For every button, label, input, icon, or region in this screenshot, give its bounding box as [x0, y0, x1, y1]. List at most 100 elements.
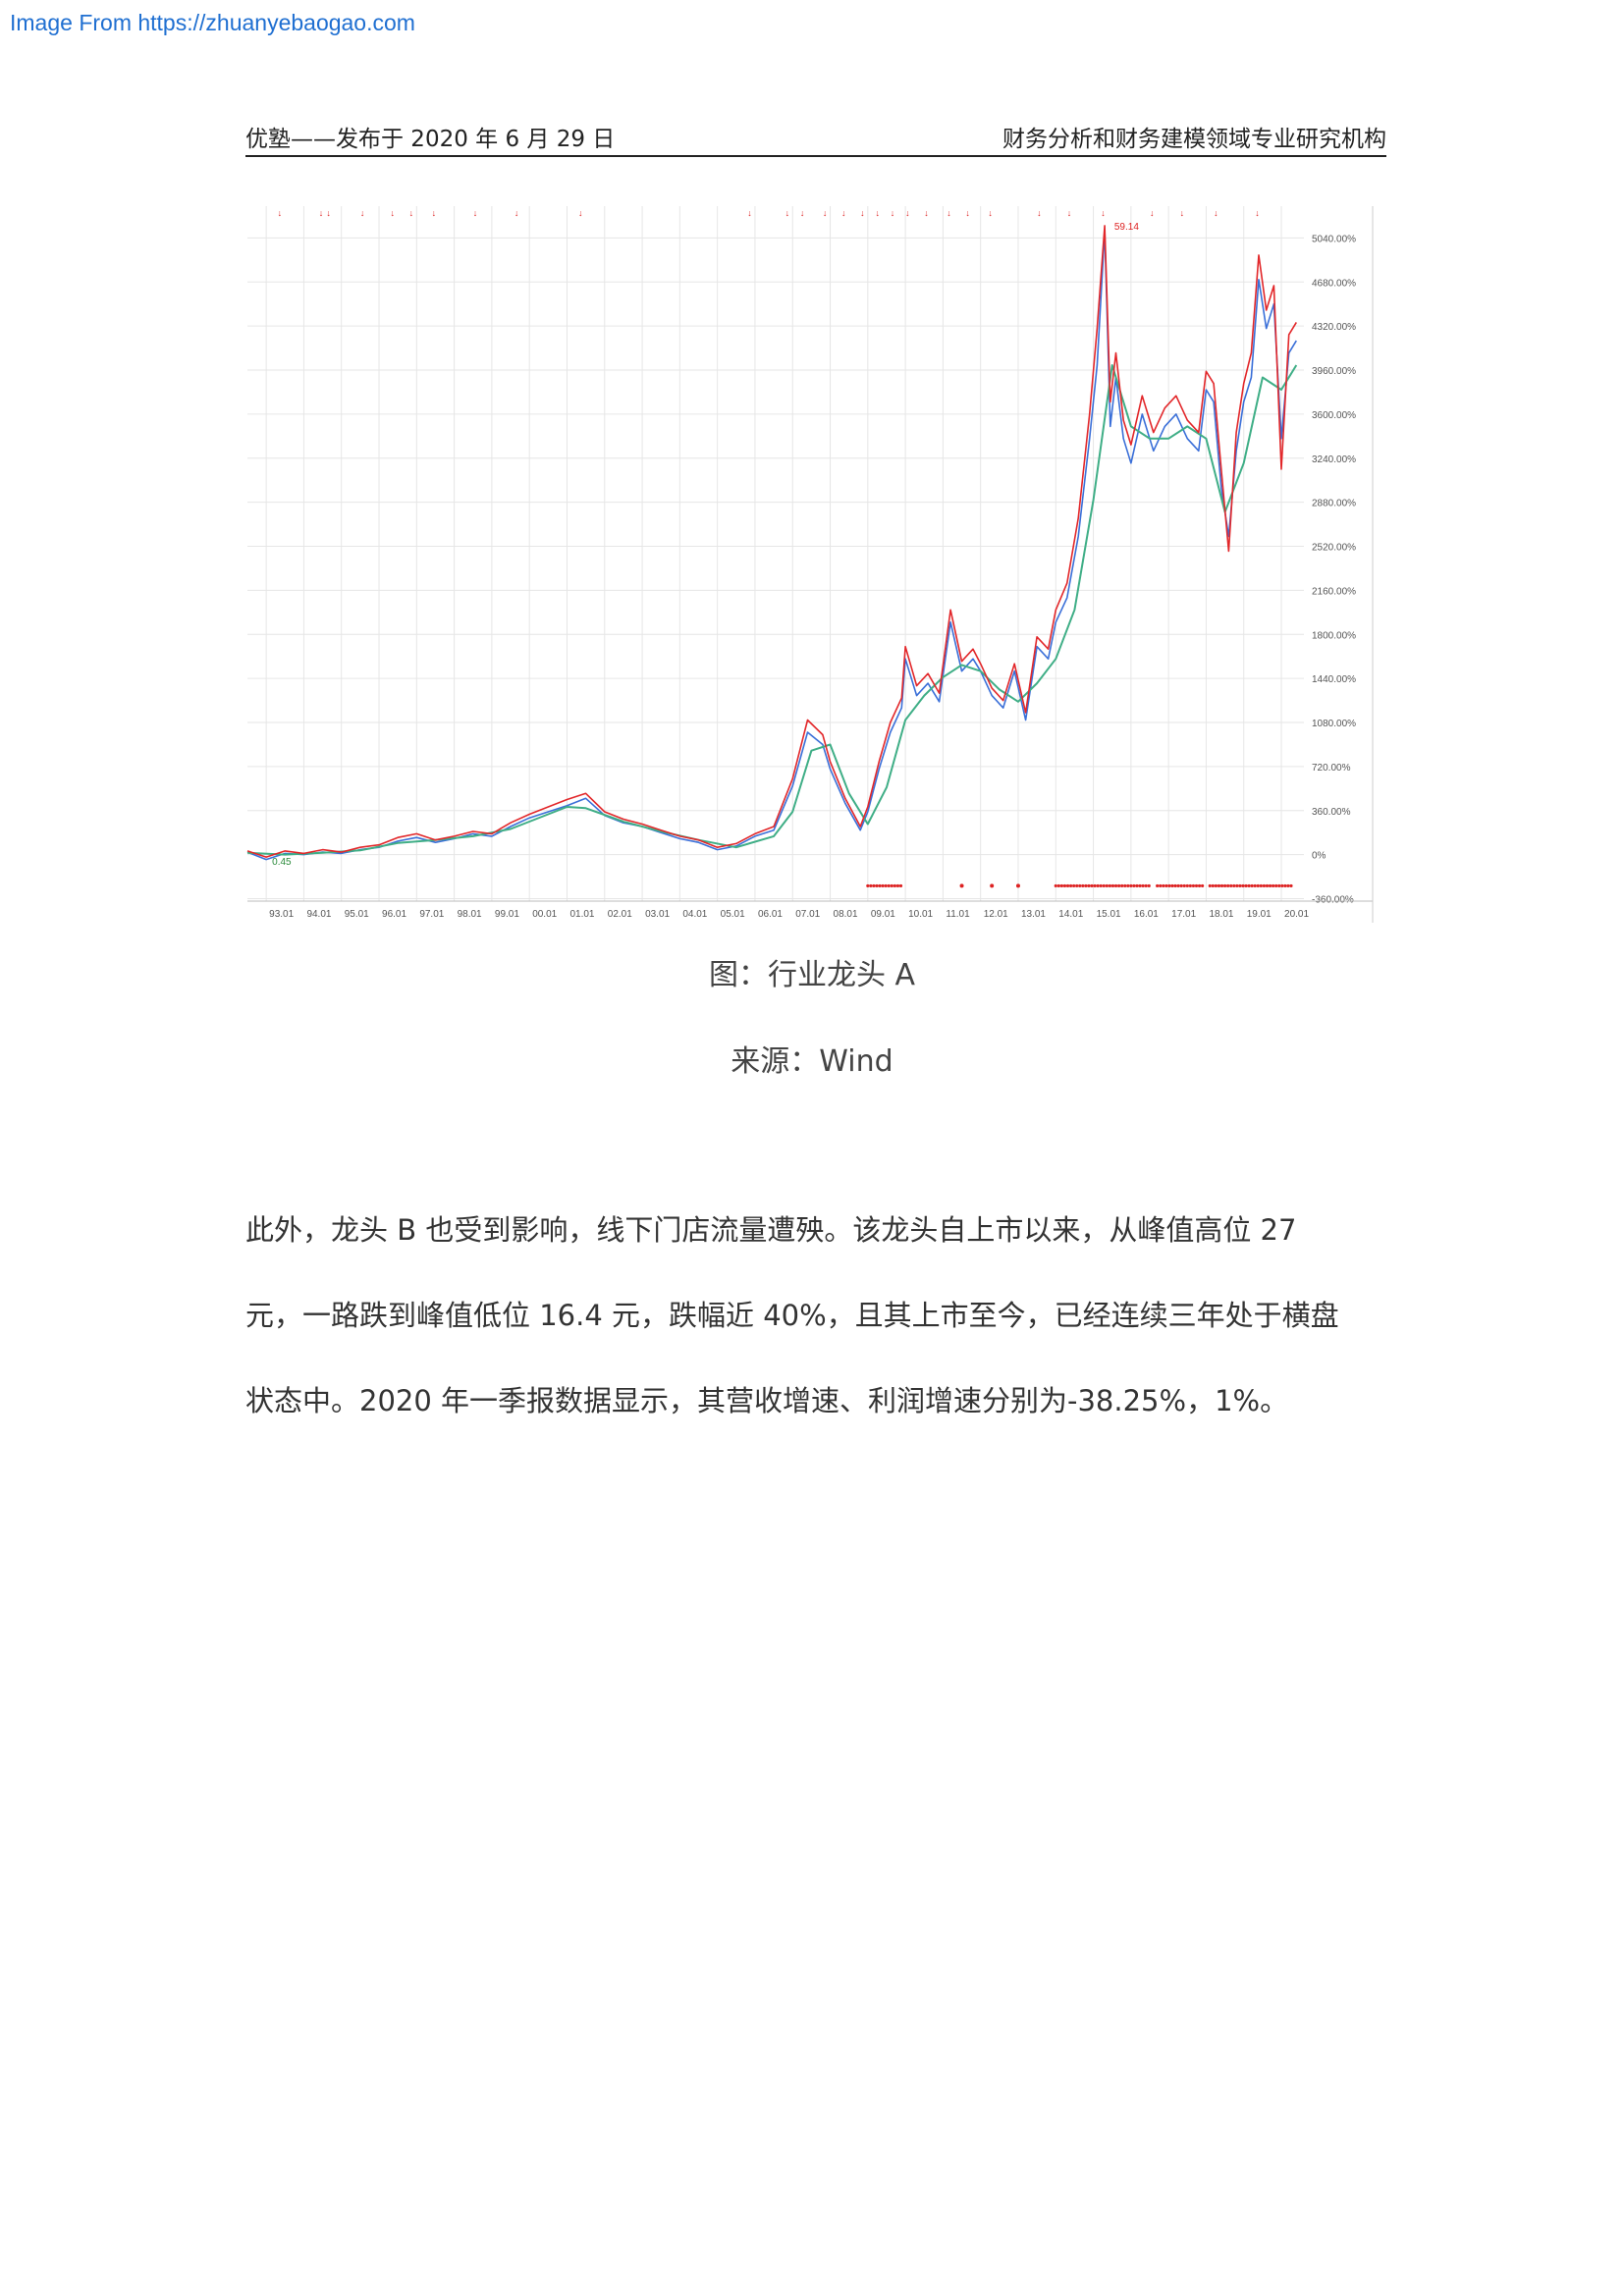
signal-dot	[1015, 883, 1020, 888]
figure-caption: 图：行业龙头 A	[708, 958, 916, 992]
signal-dot	[1208, 883, 1212, 888]
signal-dot	[875, 883, 879, 888]
signal-dot	[1132, 883, 1136, 888]
signal-dot	[1241, 883, 1245, 888]
signal-marker: ↓	[473, 208, 478, 218]
x-tick-label: 93.01	[269, 909, 294, 920]
signal-dot	[1256, 883, 1260, 888]
signal-dot	[1108, 883, 1112, 888]
x-tick-label: 17.01	[1171, 909, 1196, 920]
signal-dot	[1274, 883, 1278, 888]
price-series-line	[246, 230, 1297, 861]
signal-marker: ↓	[947, 208, 951, 218]
signal-dot	[1277, 883, 1281, 888]
signal-dot	[1250, 883, 1254, 888]
x-tick-label: 18.01	[1209, 909, 1233, 920]
signal-dot	[1232, 883, 1236, 888]
x-tick-label: 07.01	[795, 909, 820, 920]
x-tick-label: 97.01	[419, 909, 444, 920]
signal-dot	[878, 883, 882, 888]
x-tick-label: 08.01	[834, 909, 858, 920]
signal-dot	[1283, 883, 1287, 888]
x-tick-label: 12.01	[984, 909, 1008, 920]
x-tick-label: 11.01	[946, 909, 970, 920]
x-tick-label: 19.01	[1247, 909, 1272, 920]
signal-marker: ↓	[1214, 208, 1218, 218]
signal-dot	[1117, 883, 1121, 888]
y-tick-label: -360.00%	[1312, 895, 1354, 906]
signal-dot	[872, 883, 876, 888]
x-tick-label: 95.01	[345, 909, 369, 920]
signal-dot	[1159, 883, 1163, 888]
paragraph-line: 元，一路跌到峰值低位 16.4 元，跌幅近 40%，且其上市至今，已经连续三年处…	[245, 1299, 1339, 1332]
signal-dot	[1072, 883, 1076, 888]
page-header: 优塾——发布于 2020 年 6 月 29 日 财务分析和财务建模领域专业研究机…	[245, 116, 1386, 157]
signal-dot	[1135, 883, 1139, 888]
signal-marker: ↓	[800, 208, 805, 218]
signal-marker: ↓	[823, 208, 828, 218]
signal-dot	[1126, 883, 1130, 888]
signal-dot	[1235, 883, 1239, 888]
x-tick-label: 01.01	[569, 909, 594, 920]
signal-dot	[1120, 883, 1124, 888]
signal-marker: ↓	[1180, 208, 1185, 218]
signal-dot	[1167, 883, 1171, 888]
figure-source: 来源：Wind	[731, 1044, 893, 1079]
x-tick-label: 04.01	[682, 909, 707, 920]
signal-marker: ↓	[432, 208, 437, 218]
signal-marker: ↓	[409, 208, 414, 218]
x-tick-label: 02.01	[608, 909, 632, 920]
signal-dot	[1219, 883, 1224, 888]
signal-dot	[866, 883, 870, 888]
x-tick-label: 94.01	[306, 909, 331, 920]
paragraph-line: 状态中。2020 年一季报数据显示，其营收增速、利润增速分别为-38.25%，1…	[245, 1384, 1289, 1417]
y-tick-label: 5040.00%	[1312, 234, 1356, 244]
y-tick-label: 1800.00%	[1312, 630, 1356, 641]
signal-dot	[898, 883, 903, 888]
y-tick-label: 1080.00%	[1312, 719, 1356, 729]
signal-dot	[884, 883, 888, 888]
signal-dot	[1244, 883, 1248, 888]
signal-dot	[1238, 883, 1242, 888]
x-tick-label: 13.01	[1021, 909, 1046, 920]
signal-dot	[869, 883, 873, 888]
signal-marker: ↓	[988, 208, 993, 218]
y-tick-label: 3240.00%	[1312, 454, 1356, 465]
signal-marker: ↓	[747, 208, 752, 218]
signal-dot	[1176, 883, 1180, 888]
signal-marker: ↓	[1037, 208, 1042, 218]
x-tick-label: 06.01	[758, 909, 783, 920]
signal-dot	[893, 883, 896, 888]
signal-marker: ↓	[891, 208, 895, 218]
x-tick-label: 20.01	[1284, 909, 1309, 920]
signal-dot	[1188, 883, 1192, 888]
x-tick-label: 98.01	[458, 909, 482, 920]
signal-dot	[1286, 883, 1290, 888]
y-tick-label: 1440.00%	[1312, 674, 1356, 685]
signal-dot	[1191, 883, 1196, 888]
signal-dot	[1078, 883, 1082, 888]
price-series-line	[246, 364, 1298, 856]
signal-dot	[1182, 883, 1186, 888]
signal-dot	[1280, 883, 1284, 888]
signal-dot	[1062, 883, 1067, 888]
signal-dot	[1253, 883, 1257, 888]
signal-dot	[1096, 883, 1100, 888]
signal-dot	[1226, 883, 1230, 888]
signal-marker: ↓	[841, 208, 846, 218]
signal-dot	[959, 883, 964, 888]
signal-dot	[1065, 883, 1070, 888]
signal-dot	[1138, 883, 1142, 888]
x-tick-label: 99.01	[495, 909, 519, 920]
signal-dot	[1173, 883, 1177, 888]
signal-dot	[887, 883, 891, 888]
x-tick-label: 00.01	[532, 909, 557, 920]
signal-marker: ↓	[326, 208, 331, 218]
signal-dot	[1194, 883, 1199, 888]
watermark-link[interactable]: Image From https://zhuanyebaogao.com	[10, 10, 415, 35]
signal-dot	[1141, 883, 1145, 888]
chart-annotation: 0.45	[272, 857, 292, 868]
signal-marker: ↓	[514, 208, 519, 218]
signal-dot	[1099, 883, 1103, 888]
signal-dot	[1170, 883, 1174, 888]
